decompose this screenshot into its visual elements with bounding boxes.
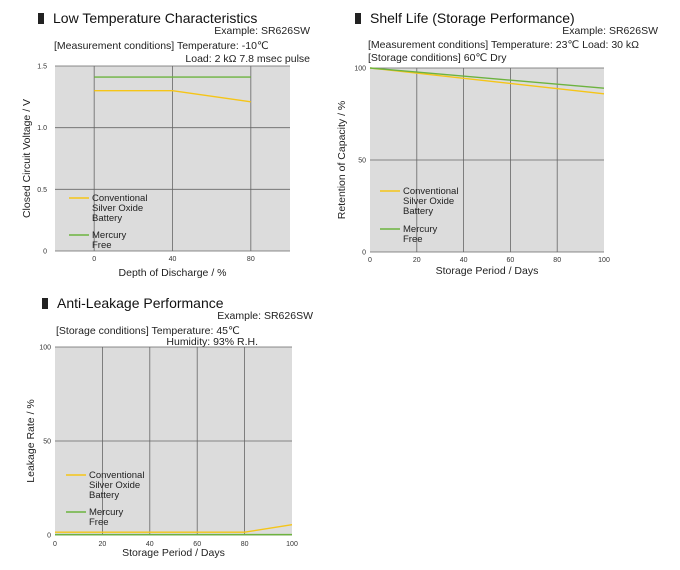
legend-label: Mercury	[89, 507, 124, 518]
x-tick-label: 80	[553, 257, 561, 264]
legend-label: Battery	[403, 206, 433, 217]
legend-label: Mercury	[403, 224, 438, 235]
y-axis-label: Closed Circuit Voltage / V	[21, 99, 33, 218]
y-axis-label: Retention of Capacity / %	[336, 101, 348, 219]
x-tick-label: 20	[99, 541, 107, 548]
title-bullet-icon	[42, 298, 48, 309]
chart-shelf-life: Shelf Life (Storage Performance)Example:…	[336, 10, 658, 277]
condition-line: [Measurement conditions] Temperature: -1…	[54, 40, 269, 52]
legend-label: Free	[89, 517, 109, 528]
condition-line: Humidity: 93% R.H.	[166, 336, 258, 348]
y-tick-label: 0	[43, 249, 47, 256]
legend-label: Silver Oxide	[403, 196, 454, 207]
x-tick-label: 40	[169, 256, 177, 263]
legend-label: Silver Oxide	[92, 203, 143, 214]
chart-title: Low Temperature Characteristics	[53, 10, 257, 26]
x-tick-label: 100	[286, 541, 298, 548]
y-tick-label: 1.5	[37, 64, 47, 71]
condition-line: [Storage conditions] 60℃ Dry	[368, 52, 507, 64]
example-label: Example: SR626SW	[562, 25, 658, 37]
y-tick-label: 1.0	[37, 125, 47, 132]
y-tick-label: 0.5	[37, 187, 47, 194]
condition-line: [Storage conditions] Temperature: 45℃	[56, 325, 240, 337]
y-tick-label: 100	[354, 66, 366, 73]
condition-line: Load: 2 kΩ 7.8 msec pulse	[185, 53, 310, 65]
x-tick-label: 40	[460, 257, 468, 264]
chart-low-temp: Low Temperature CharacteristicsExample: …	[21, 10, 310, 279]
x-axis-label: Depth of Discharge / %	[119, 267, 227, 279]
x-tick-label: 100	[598, 257, 610, 264]
example-label: Example: SR626SW	[214, 25, 310, 37]
series-conventional-line	[369, 67, 605, 95]
x-tick-label: 40	[146, 541, 154, 548]
title-bullet-icon	[38, 13, 44, 24]
title-bullet-icon	[355, 13, 361, 24]
y-tick-label: 50	[358, 158, 366, 165]
legend-label: Silver Oxide	[89, 480, 140, 491]
legend-label: Battery	[89, 490, 119, 501]
x-tick-label: 60	[193, 541, 201, 548]
x-tick-label: 0	[53, 541, 57, 548]
y-tick-label: 50	[43, 439, 51, 446]
chart-title: Shelf Life (Storage Performance)	[370, 10, 575, 26]
legend-label: Free	[92, 240, 112, 251]
y-axis-label: Leakage Rate / %	[25, 399, 37, 482]
x-tick-label: 0	[368, 257, 372, 264]
legend-label: Conventional	[92, 193, 147, 204]
legend-label: Free	[403, 234, 423, 245]
example-label: Example: SR626SW	[217, 310, 313, 322]
condition-line: [Measurement conditions] Temperature: 23…	[368, 39, 639, 51]
x-tick-label: 80	[247, 256, 255, 263]
y-tick-label: 100	[39, 345, 51, 352]
y-tick-label: 0	[362, 250, 366, 257]
chart-title: Anti-Leakage Performance	[57, 295, 224, 311]
y-tick-label: 0	[47, 533, 51, 540]
legend-label: Conventional	[89, 470, 144, 481]
x-axis-label: Storage Period / Days	[436, 265, 539, 277]
x-tick-label: 60	[507, 257, 515, 264]
x-tick-label: 80	[241, 541, 249, 548]
x-tick-label: 20	[413, 257, 421, 264]
series-conventional-line	[94, 89, 251, 103]
x-axis-label: Storage Period / Days	[122, 547, 225, 559]
series-conventional-line	[55, 523, 293, 533]
legend-label: Conventional	[403, 186, 458, 197]
series-mercury-free-line	[369, 67, 605, 89]
legend-label: Mercury	[92, 230, 127, 241]
x-tick-label: 0	[92, 256, 96, 263]
legend-label: Battery	[92, 213, 122, 224]
